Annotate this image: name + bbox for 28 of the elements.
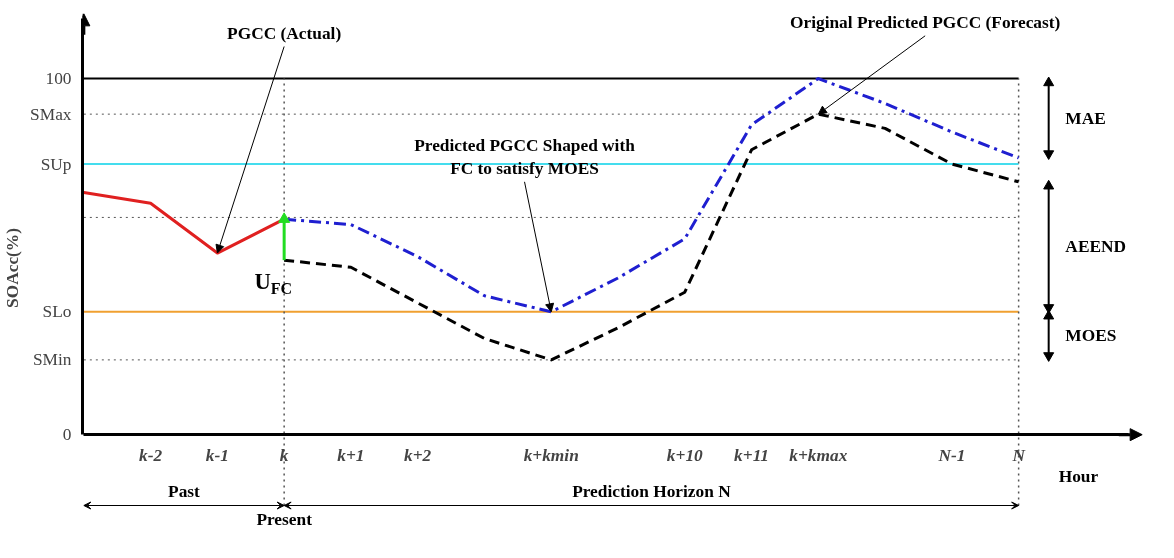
x-tick-label: k+11	[734, 445, 770, 465]
y-tick-label: SLo	[42, 302, 72, 322]
x-tick-label: k+2	[404, 445, 432, 465]
x-tick-label: k	[279, 445, 289, 465]
text: AEEND	[1065, 237, 1127, 257]
x-tick-label: N	[1011, 445, 1027, 465]
y-tick-label: SMax	[30, 104, 72, 124]
x-axis-title: Hour	[1058, 466, 1099, 486]
x-tick-label: k+10	[666, 445, 704, 465]
x-tick-label: k+kmin	[523, 445, 579, 465]
text: Prediction Horizon N	[572, 482, 732, 502]
x-tick-label: k+kmax	[789, 445, 848, 465]
text: MOES	[1065, 326, 1117, 346]
y-tick-label: SMin	[32, 350, 72, 370]
x-tick-label: k-2	[139, 445, 163, 465]
annotation: Predicted PGCC Shaped with FC to satisfy MOES	[414, 136, 636, 179]
annotation: PGCC (Actual)	[227, 23, 342, 43]
x-tick-label: k+1	[337, 445, 365, 465]
text: MAE	[1065, 108, 1106, 128]
y-axis-title: SOAcc(%)	[3, 227, 23, 308]
y-tick-label: SUp	[40, 154, 72, 174]
annotation: Original Predicted PGCC (Forecast)	[790, 13, 1061, 33]
x-tick-label: N-1	[937, 445, 966, 465]
text: Past	[168, 482, 201, 502]
y-tick-label: 100	[45, 69, 72, 89]
text: Present	[256, 509, 313, 529]
y-tick-label: 0	[62, 425, 72, 445]
x-tick-label: k-1	[205, 445, 229, 465]
